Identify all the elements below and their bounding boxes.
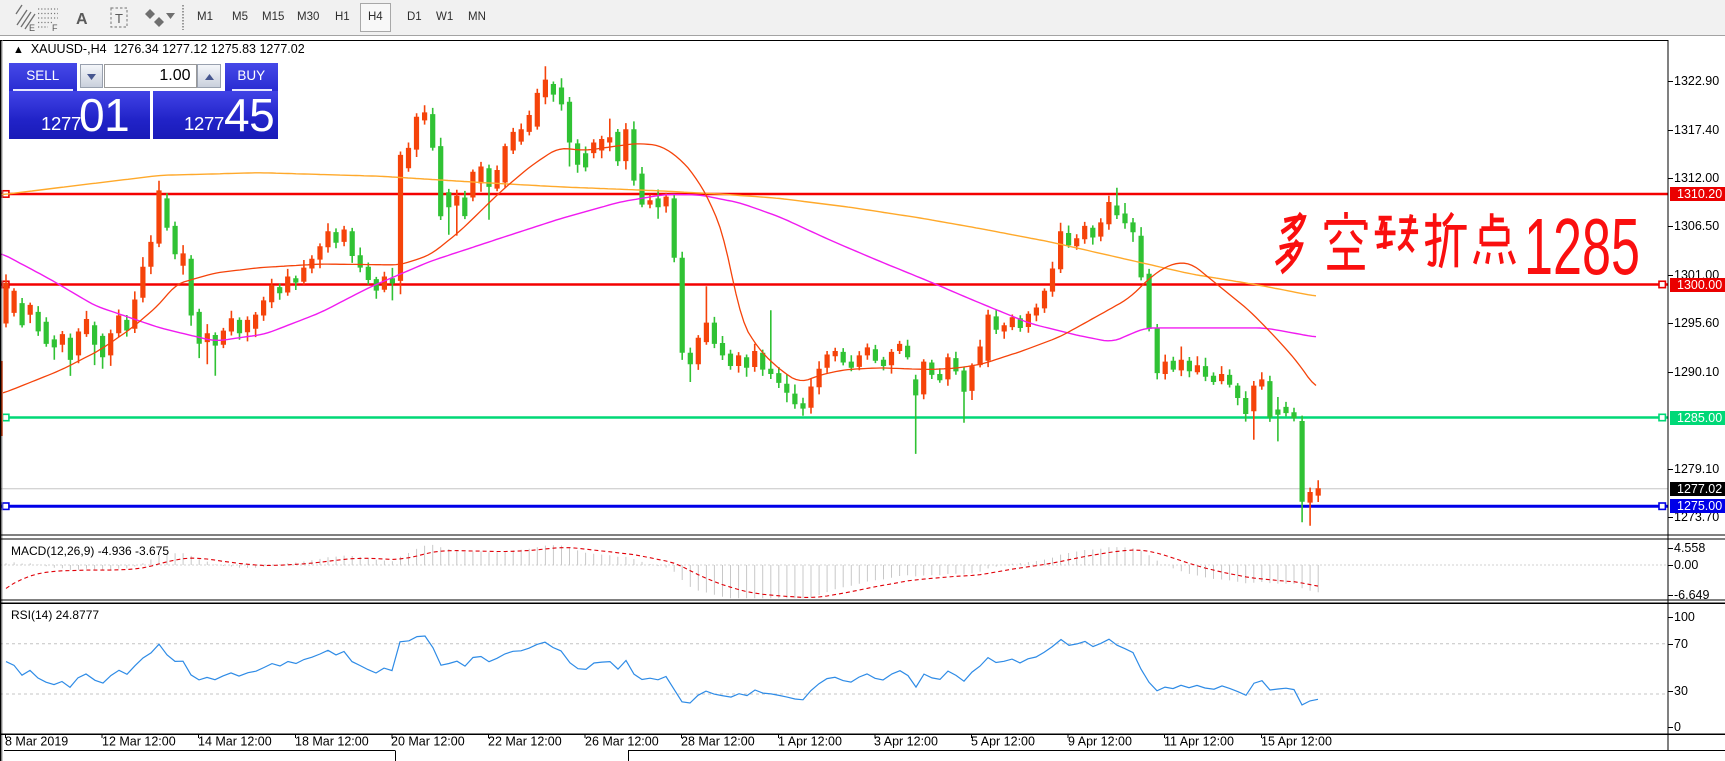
svg-text:28 Mar 12:00: 28 Mar 12:00 <box>681 735 755 749</box>
svg-text:22 Mar 12:00: 22 Mar 12:00 <box>488 735 562 749</box>
svg-text:T: T <box>115 11 123 26</box>
svg-text:1 Apr 12:00: 1 Apr 12:00 <box>778 735 842 749</box>
svg-text:15 Apr 12:00: 15 Apr 12:00 <box>1261 735 1332 749</box>
svg-text:26 Mar 12:00: 26 Mar 12:00 <box>585 735 659 749</box>
svg-text:RSI(14) 24.8777: RSI(14) 24.8777 <box>11 608 99 622</box>
svg-text:F: F <box>52 23 58 33</box>
svg-text:E: E <box>29 23 35 33</box>
svg-text:11 Apr 12:00: 11 Apr 12:00 <box>1164 735 1234 749</box>
svg-text:5 Apr 12:00: 5 Apr 12:00 <box>971 735 1035 749</box>
svg-text:3 Apr 12:00: 3 Apr 12:00 <box>874 735 938 749</box>
svg-text:14 Mar 12:00: 14 Mar 12:00 <box>198 735 272 749</box>
svg-text:12 Mar 12:00: 12 Mar 12:00 <box>102 735 176 749</box>
svg-text:18 Mar 12:00: 18 Mar 12:00 <box>295 735 369 749</box>
svg-text:MACD(12,26,9) -4.936 -3.675: MACD(12,26,9) -4.936 -3.675 <box>11 544 169 558</box>
svg-text:8 Mar 2019: 8 Mar 2019 <box>5 735 68 749</box>
svg-text:9 Apr 12:00: 9 Apr 12:00 <box>1068 735 1132 749</box>
svg-text:A: A <box>76 11 88 28</box>
svg-text:1285: 1285 <box>1524 202 1640 291</box>
svg-text:20 Mar 12:00: 20 Mar 12:00 <box>391 735 465 749</box>
